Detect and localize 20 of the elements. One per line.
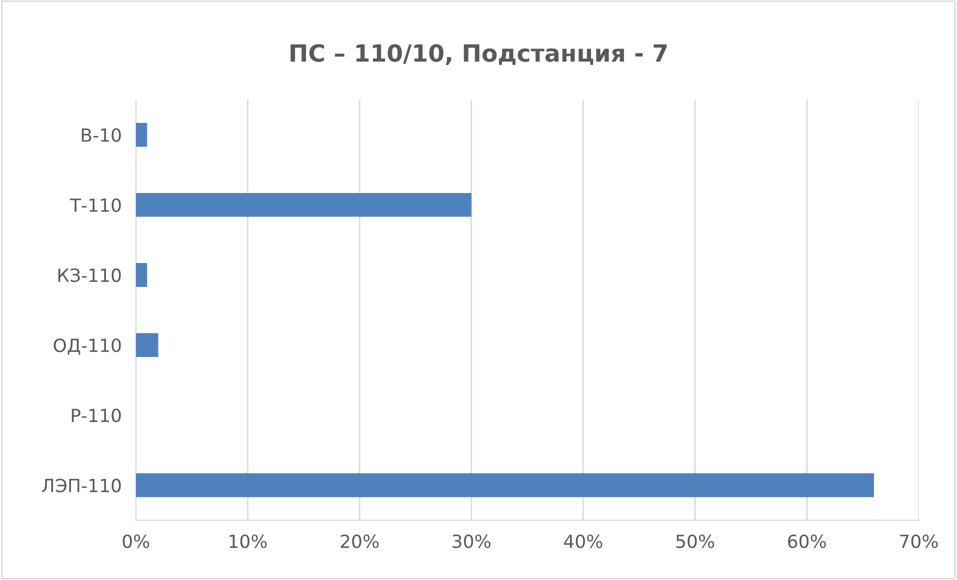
y-tick-label: ОД-110 [54,338,121,355]
x-tick-label: 60% [788,534,826,548]
chart-title: ПС – 110/10, Подстанция - 7 [290,44,667,65]
y-tick-label: В-10 [82,128,121,142]
y-tick-label: ЛЭП-110 [42,478,121,492]
x-tick-label: 40% [564,534,602,548]
bar [136,192,472,217]
x-tick-label: 20% [340,534,379,548]
bar [136,473,874,498]
y-tick-label: КЗ-110 [58,268,121,282]
y-tick-label: Т-110 [70,198,121,212]
bar [136,122,148,147]
bar [136,263,148,287]
x-tick-label: 50% [676,534,714,548]
x-tick-label: 30% [452,534,490,548]
bar [136,333,158,357]
x-tick-label: 70% [900,534,938,548]
x-tick-label: 0% [122,534,150,548]
x-tick-label: 10% [230,534,267,548]
y-tick-label: Р-110 [72,408,121,422]
